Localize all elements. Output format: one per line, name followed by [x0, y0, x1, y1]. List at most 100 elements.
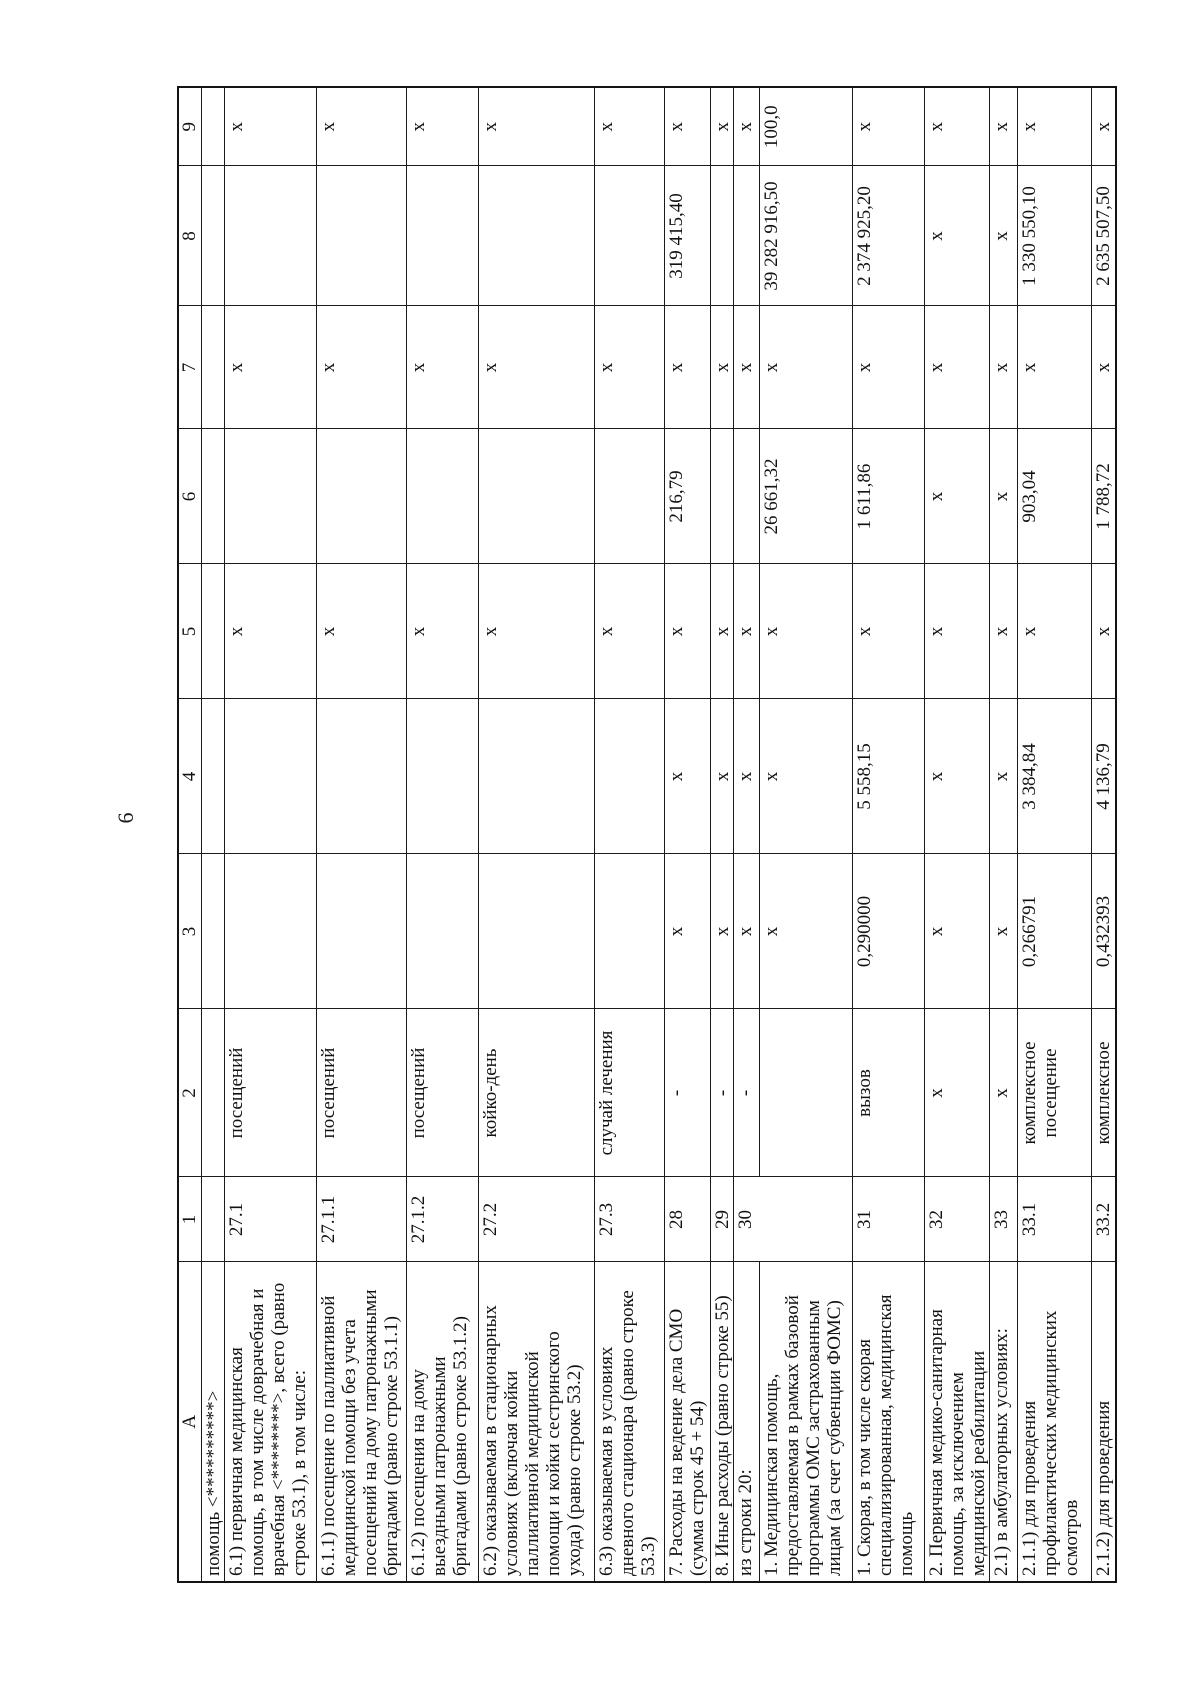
value-cell: х — [852, 564, 924, 699]
value-cell: х — [224, 564, 316, 699]
value-cell — [316, 699, 406, 854]
value-cell: х — [1091, 564, 1116, 699]
value-cell: х — [989, 166, 1017, 306]
header-cell-9: 9 — [178, 87, 201, 166]
value-cell: х — [852, 87, 924, 166]
unit-cell: х — [924, 1009, 989, 1177]
row-label-cell: 6.1.2) посещения на дому выездными патро… — [406, 1262, 478, 1582]
value-cell: х — [406, 564, 478, 699]
value-cell: х — [733, 87, 759, 166]
unit-cell: посещений — [316, 1009, 406, 1177]
value-cell: х — [852, 306, 924, 429]
row-label-cell: 6.2) оказываемая в стационарных условиях… — [478, 1262, 594, 1582]
table-row-iz-stroki-20: из строки 20: 30 - х х х х х — [733, 87, 852, 1582]
unit-cell: посещений — [406, 1009, 478, 1177]
value-cell — [478, 166, 594, 306]
row-label-cell: 2.1) в амбулаторных условиях: — [989, 1262, 1017, 1582]
header-cell-5: 5 — [178, 564, 201, 699]
row-label-cell: 2. Первичная медико-санитарная помощь, з… — [924, 1262, 989, 1582]
value-cell — [733, 429, 759, 564]
table-row-28: 7. Расходы на ведение дела СМО (сумма ст… — [664, 87, 710, 1582]
value-cell — [594, 166, 664, 306]
value-cell — [594, 699, 664, 854]
header-cell-a: А — [178, 1262, 201, 1582]
unit-cell: х — [989, 1009, 1017, 1177]
row-number-cell: 33.1 — [1017, 1177, 1091, 1262]
row-number-cell: 27.2 — [478, 1177, 594, 1262]
value-cell — [406, 699, 478, 854]
value-cell — [406, 166, 478, 306]
value-cell — [201, 429, 224, 564]
value-cell: х — [710, 699, 733, 854]
value-cell: х — [710, 564, 733, 699]
value-cell — [201, 564, 224, 699]
row-label-cell: 6.1) первичная медицинская помощь, в том… — [224, 1262, 316, 1582]
value-cell: х — [478, 564, 594, 699]
value-cell: х — [759, 699, 852, 854]
table-row-27-1: 6.1) первичная медицинская помощь, в том… — [224, 87, 316, 1582]
value-cell: х — [1091, 306, 1116, 429]
value-cell: 4 136,79 — [1091, 699, 1116, 854]
value-cell: х — [406, 87, 478, 166]
table-row-33-2: 2.1.2) для проведения 33.2 комплексное 0… — [1091, 87, 1116, 1582]
value-cell — [594, 429, 664, 564]
unit-cell: - — [664, 1009, 710, 1177]
value-cell: х — [594, 306, 664, 429]
value-cell: х — [1017, 306, 1091, 429]
row-number-cell: 32 — [924, 1177, 989, 1262]
value-cell: х — [224, 87, 316, 166]
value-cell: х — [989, 87, 1017, 166]
row-label-cell: помощь <**********> — [201, 1262, 224, 1582]
table-row-27-1-2: 6.1.2) посещения на дому выездными патро… — [406, 87, 478, 1582]
value-cell: 1 611,86 — [852, 429, 924, 564]
value-cell — [201, 699, 224, 854]
row-number-cell: 27.1.1 — [316, 1177, 406, 1262]
value-cell — [201, 166, 224, 306]
row-label-cell: 2.1.2) для проведения — [1091, 1262, 1116, 1582]
row-number-cell — [201, 1177, 224, 1262]
value-cell: х — [759, 564, 852, 699]
value-cell: х — [733, 306, 759, 429]
table-row-carryover: помощь <**********> — [201, 87, 224, 1582]
unit-cell: - — [733, 1009, 759, 1177]
row-number-cell: 29 — [710, 1177, 733, 1262]
table-row-33-1: 2.1.1) для проведения профилактических м… — [1017, 87, 1091, 1582]
row-number-cell: 27.1 — [224, 1177, 316, 1262]
report-table: А 1 2 3 4 5 6 7 8 9 помощь <**********> — [177, 86, 1117, 1583]
value-cell — [710, 429, 733, 564]
value-cell: 1 330 550,10 — [1017, 166, 1091, 306]
value-cell: х — [989, 564, 1017, 699]
value-cell: 3 384,84 — [1017, 699, 1091, 854]
value-cell: 5 558,15 — [852, 699, 924, 854]
table-row-30: 1. Медицинская помощь, предоставляемая в… — [759, 87, 852, 1582]
value-cell: х — [989, 854, 1017, 1009]
row-number-cell: 28 — [664, 1177, 710, 1262]
value-cell — [201, 306, 224, 429]
table-row-32: 2. Первичная медико-санитарная помощь, з… — [924, 87, 989, 1582]
value-cell: х — [664, 306, 710, 429]
value-cell: х — [664, 854, 710, 1009]
header-cell-1: 1 — [178, 1177, 201, 1262]
value-cell: х — [664, 699, 710, 854]
row-label-cell: из строки 20: — [733, 1262, 759, 1582]
table-row-27-1-1: 6.1.1) посещение по паллиативной медицин… — [316, 87, 406, 1582]
value-cell: х — [710, 854, 733, 1009]
value-cell: х — [478, 87, 594, 166]
unit-cell: - — [710, 1009, 733, 1177]
table-header-row: А 1 2 3 4 5 6 7 8 9 — [178, 87, 201, 1582]
value-cell: х — [594, 564, 664, 699]
value-cell — [224, 699, 316, 854]
value-cell: 1 788,72 — [1091, 429, 1116, 564]
value-cell: х — [1017, 87, 1091, 166]
header-cell-4: 4 — [178, 699, 201, 854]
value-cell: х — [924, 429, 989, 564]
value-cell: х — [1091, 87, 1116, 166]
value-cell: х — [924, 854, 989, 1009]
value-cell — [316, 429, 406, 564]
row-label-cell: 1. Скорая, в том числе скорая специализи… — [852, 1262, 924, 1582]
value-cell: х — [664, 87, 710, 166]
value-cell: 319 415,40 — [664, 166, 710, 306]
value-cell: х — [924, 699, 989, 854]
value-cell: 903,04 — [1017, 429, 1091, 564]
value-cell: х — [733, 564, 759, 699]
